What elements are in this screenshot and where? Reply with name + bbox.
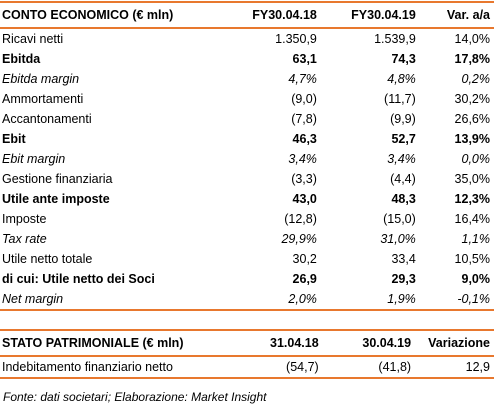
value-cell: 17,8%: [454, 52, 490, 66]
value-cell: -0,1%: [415, 289, 494, 311]
table-row: Ricavi netti 1.350,9 1.539,9 14,0%: [0, 28, 494, 49]
value-cell: 63,1: [292, 52, 317, 66]
value-cell: (41,8): [318, 356, 412, 379]
value-cell: 1,9%: [316, 289, 416, 311]
table-row: Utile ante imposte 43,0 48,3 12,3%: [0, 189, 494, 209]
value-cell: (12,8): [284, 212, 317, 226]
row-label: Ebit: [2, 132, 26, 146]
balance-table: STATO PATRIMONIALE (€ mln) 31.04.18 30.0…: [0, 329, 494, 379]
value-cell: 33,4: [391, 252, 416, 266]
value-cell: 13,9%: [454, 132, 490, 146]
table-row: Gestione finanziaria (3,3) (4,4) 35,0%: [0, 169, 494, 189]
row-label: Utile netto totale: [2, 252, 93, 266]
value-cell: 1.539,9: [374, 32, 416, 46]
value-cell: 30,2%: [454, 92, 490, 106]
value-cell: 30,2: [292, 252, 317, 266]
value-cell: 52,7: [391, 132, 416, 146]
row-label: Ricavi netti: [2, 32, 64, 46]
value-cell: 1,1%: [461, 232, 491, 246]
row-label: Net margin: [0, 289, 176, 311]
value-cell: 1.350,9: [275, 32, 317, 46]
income-table: CONTO ECONOMICO (€ mln) FY30.04.18 FY30.…: [0, 1, 494, 311]
header-row: CONTO ECONOMICO (€ mln) FY30.04.18 FY30.…: [0, 1, 494, 29]
value-cell: 29,9%: [281, 232, 317, 246]
header-cell: CONTO ECONOMICO (€ mln): [0, 1, 176, 29]
value-cell: 74,3: [391, 52, 416, 66]
value-cell: 2,0%: [175, 289, 317, 311]
value-cell: (9,0): [291, 92, 317, 106]
table-row: Ebitda 63,1 74,3 17,8%: [0, 49, 494, 69]
value-cell: (3,3): [291, 172, 317, 186]
source-note: Fonte: dati societari; Elaborazione: Mar…: [3, 390, 267, 404]
value-cell: (7,8): [291, 112, 317, 126]
row-label: Ebitda margin: [2, 72, 80, 86]
table-row: Ebit 46,3 52,7 13,9%: [0, 129, 494, 149]
value-cell: 9,0%: [461, 272, 491, 286]
table-row: Ammortamenti (9,0) (11,7) 30,2%: [0, 89, 494, 109]
value-cell: 29,3: [391, 272, 416, 286]
value-cell: 3,4%: [288, 152, 317, 166]
value-cell: (54,7): [185, 356, 319, 379]
row-label: Gestione finanziaria: [2, 172, 113, 186]
value-cell: 12,9: [411, 356, 494, 379]
value-cell: 46,3: [292, 132, 317, 146]
value-cell: 16,4%: [454, 212, 490, 226]
table-row: Indebitamento finanziario netto (54,7) (41…: [0, 356, 494, 379]
header-cell: Variazione: [411, 329, 494, 357]
value-cell: 35,0%: [454, 172, 490, 186]
table-row: Imposte (12,8) (15,0) 16,4%: [0, 209, 494, 229]
value-cell: 0,2%: [461, 72, 491, 86]
table-row: Accantonamenti (7,8) (9,9) 26,6%: [0, 109, 494, 129]
value-cell: 12,3%: [454, 192, 490, 206]
row-label: Imposte: [2, 212, 47, 226]
row-label: Accantonamenti: [2, 112, 92, 126]
table-row: Utile netto totale 30,2 33,4 10,5%: [0, 249, 494, 269]
header-cell: 31.04.18: [185, 329, 319, 357]
value-cell: 43,0: [292, 192, 317, 206]
value-cell: 4,7%: [288, 72, 317, 86]
value-cell: 31,0%: [380, 232, 416, 246]
row-label: Utile ante imposte: [2, 192, 110, 206]
value-cell: (11,7): [384, 92, 416, 106]
header-cell: FY30.04.19: [316, 1, 416, 29]
header-cell: STATO PATRIMONIALE (€ mln): [0, 329, 186, 357]
value-cell: 26,6%: [454, 112, 490, 126]
value-cell: 48,3: [391, 192, 416, 206]
header-cell: Var. a/a: [415, 1, 494, 29]
value-cell: 3,4%: [387, 152, 416, 166]
value-cell: (15,0): [383, 212, 416, 226]
value-cell: 4,8%: [387, 72, 416, 86]
table-row: Ebitda margin 4,7% 4,8% 0,2%: [0, 69, 494, 89]
table-row: di cui: Utile netto dei Soci 26,9 29,3 9,0%: [0, 269, 494, 289]
value-cell: 14,0%: [454, 32, 490, 46]
table-row: Ebit margin 3,4% 3,4% 0,0%: [0, 149, 494, 169]
table-row: Tax rate 29,9% 31,0% 1,1%: [0, 229, 494, 249]
header-cell: 30.04.19: [318, 329, 412, 357]
value-cell: 26,9: [292, 272, 317, 286]
table-row: Net margin 2,0% 1,9% -0,1%: [0, 289, 494, 311]
header-row: STATO PATRIMONIALE (€ mln) 31.04.18 30.0…: [0, 329, 494, 357]
value-cell: (9,9): [390, 112, 416, 126]
row-label: Ebit margin: [2, 152, 66, 166]
value-cell: 10,5%: [454, 252, 490, 266]
row-label: Ebitda: [2, 52, 41, 66]
row-label: Ammortamenti: [2, 92, 84, 106]
row-label: di cui: Utile netto dei Soci: [2, 272, 155, 286]
value-cell: (4,4): [390, 172, 416, 186]
row-label: Indebitamento finanziario netto: [0, 356, 186, 379]
value-cell: 0,0%: [461, 152, 491, 166]
row-label: Tax rate: [2, 232, 47, 246]
header-cell: FY30.04.18: [175, 1, 317, 29]
